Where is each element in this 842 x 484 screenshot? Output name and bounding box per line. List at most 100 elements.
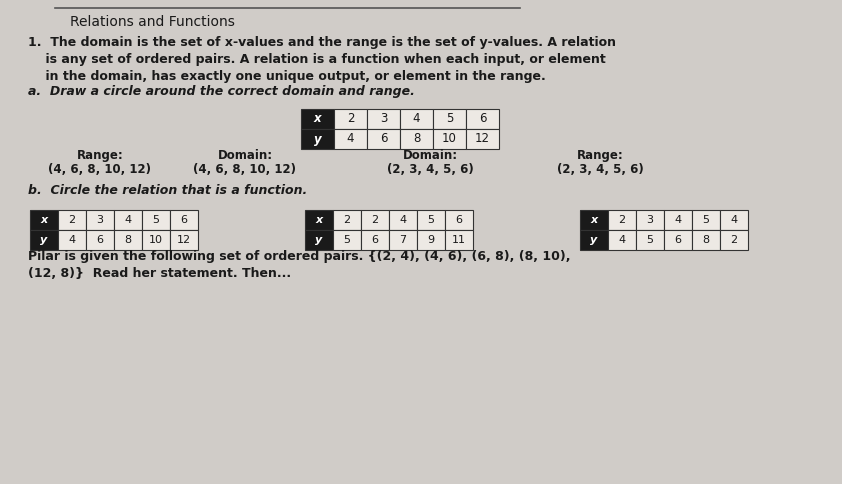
Text: 6: 6	[456, 215, 462, 225]
Text: 3: 3	[647, 215, 653, 225]
Text: 4: 4	[413, 112, 420, 125]
Bar	[334, 109, 367, 129]
Bar	[580, 230, 608, 250]
Bar	[400, 129, 433, 149]
Text: 4: 4	[731, 215, 738, 225]
Text: 4: 4	[674, 215, 681, 225]
Text: (2, 3, 4, 5, 6): (2, 3, 4, 5, 6)	[557, 163, 643, 176]
Bar	[433, 109, 466, 129]
Text: x: x	[590, 215, 598, 225]
Text: y: y	[40, 235, 48, 245]
Text: 6: 6	[479, 112, 486, 125]
Bar	[58, 210, 86, 230]
Text: 2: 2	[347, 112, 354, 125]
Bar	[305, 230, 333, 250]
Bar	[334, 129, 367, 149]
Bar	[367, 109, 400, 129]
Text: 11: 11	[452, 235, 466, 245]
Text: 6: 6	[371, 235, 379, 245]
Bar	[301, 109, 334, 129]
Bar	[367, 129, 400, 149]
Bar	[86, 210, 114, 230]
Bar	[445, 230, 473, 250]
Bar	[170, 210, 198, 230]
Text: y: y	[316, 235, 322, 245]
Bar	[720, 230, 748, 250]
Text: 2: 2	[371, 215, 379, 225]
Text: 6: 6	[380, 133, 387, 146]
Text: (2, 3, 4, 5, 6): (2, 3, 4, 5, 6)	[386, 163, 473, 176]
Bar	[580, 210, 608, 230]
Bar	[636, 210, 664, 230]
Bar	[608, 210, 636, 230]
Bar	[664, 210, 692, 230]
Text: 5: 5	[647, 235, 653, 245]
Text: 5: 5	[344, 235, 350, 245]
Text: 5: 5	[702, 215, 710, 225]
Text: 9: 9	[428, 235, 434, 245]
Bar	[142, 210, 170, 230]
Bar	[301, 129, 334, 149]
Bar	[333, 230, 361, 250]
Text: 2: 2	[344, 215, 350, 225]
Text: 4: 4	[399, 215, 407, 225]
Text: 6: 6	[180, 215, 188, 225]
Bar	[361, 230, 389, 250]
Bar	[608, 230, 636, 250]
Text: 12: 12	[177, 235, 191, 245]
Bar	[400, 109, 433, 129]
Bar	[361, 210, 389, 230]
Text: x: x	[314, 112, 322, 125]
Text: is any set of ordered pairs. A relation is a function when each input, or elemen: is any set of ordered pairs. A relation …	[28, 53, 605, 66]
Text: Relations and Functions: Relations and Functions	[70, 15, 235, 29]
Text: 6: 6	[97, 235, 104, 245]
Text: 5: 5	[152, 215, 159, 225]
Text: (12, 8)}  Read her statement. Then...: (12, 8)} Read her statement. Then...	[28, 267, 291, 280]
Text: 5: 5	[445, 112, 453, 125]
Bar	[114, 230, 142, 250]
Bar	[333, 210, 361, 230]
Bar	[466, 109, 499, 129]
Text: 3: 3	[380, 112, 387, 125]
Bar	[445, 210, 473, 230]
Bar	[30, 230, 58, 250]
Bar	[692, 230, 720, 250]
Bar	[389, 210, 417, 230]
Bar	[466, 129, 499, 149]
Text: 8: 8	[702, 235, 710, 245]
Bar	[664, 230, 692, 250]
Text: 4: 4	[347, 133, 354, 146]
Text: 8: 8	[413, 133, 420, 146]
Bar	[305, 210, 333, 230]
Bar	[720, 210, 748, 230]
Text: Range:: Range:	[577, 149, 623, 162]
Text: 4: 4	[618, 235, 626, 245]
Text: x: x	[316, 215, 322, 225]
Text: x: x	[40, 215, 47, 225]
Text: Pilar is given the following set of ordered pairs. {(2, 4), (4, 6), (6, 8), (8, : Pilar is given the following set of orde…	[28, 250, 571, 263]
Bar	[170, 230, 198, 250]
Text: 8: 8	[125, 235, 131, 245]
Bar	[389, 230, 417, 250]
Text: Domain:: Domain:	[217, 149, 273, 162]
Text: 4: 4	[68, 235, 76, 245]
Text: 2: 2	[618, 215, 626, 225]
Text: 6: 6	[674, 235, 681, 245]
Text: Range:: Range:	[77, 149, 124, 162]
Text: b.  Circle the relation that is a function.: b. Circle the relation that is a functio…	[28, 184, 307, 197]
Text: 7: 7	[399, 235, 407, 245]
Text: (4, 6, 8, 10, 12): (4, 6, 8, 10, 12)	[194, 163, 296, 176]
Text: a.  Draw a circle around the correct domain and range.: a. Draw a circle around the correct doma…	[28, 85, 415, 98]
Text: 2: 2	[68, 215, 76, 225]
Bar	[692, 210, 720, 230]
Text: 4: 4	[125, 215, 131, 225]
Text: Domain:: Domain:	[402, 149, 457, 162]
Text: y: y	[314, 133, 322, 146]
Bar	[636, 230, 664, 250]
Text: 10: 10	[442, 133, 457, 146]
Bar	[86, 230, 114, 250]
Bar	[58, 230, 86, 250]
Text: 3: 3	[97, 215, 104, 225]
Text: in the domain, has exactly one unique output, or element in the range.: in the domain, has exactly one unique ou…	[28, 70, 546, 83]
Text: 5: 5	[428, 215, 434, 225]
